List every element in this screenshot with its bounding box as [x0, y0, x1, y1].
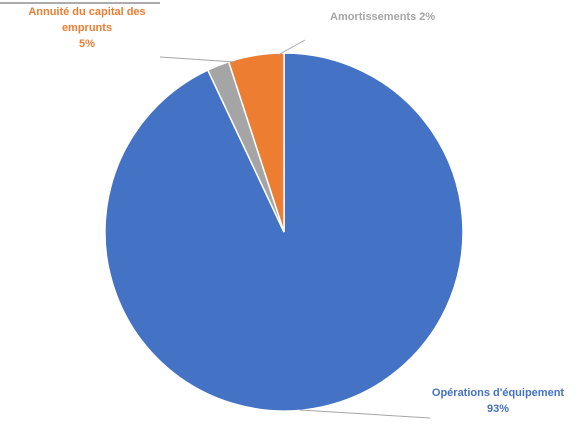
slice-label-1: Opérations d'équipement 93%: [432, 387, 565, 415]
slice-label-2: Amortissements 2%: [330, 11, 435, 23]
slice-label-3: Annuité du capital des emprunts 5%: [28, 6, 145, 50]
pie-slice-1: [104, 52, 464, 412]
leader-line-3: [159, 56, 236, 63]
leader-line-1: [299, 409, 431, 419]
leader-line-2: [277, 39, 306, 56]
slice-labels: Opérations d'équipement 93% Amortissements…: [28, 6, 564, 415]
leader-lines: [159, 39, 431, 419]
pie-slices: [104, 52, 464, 412]
